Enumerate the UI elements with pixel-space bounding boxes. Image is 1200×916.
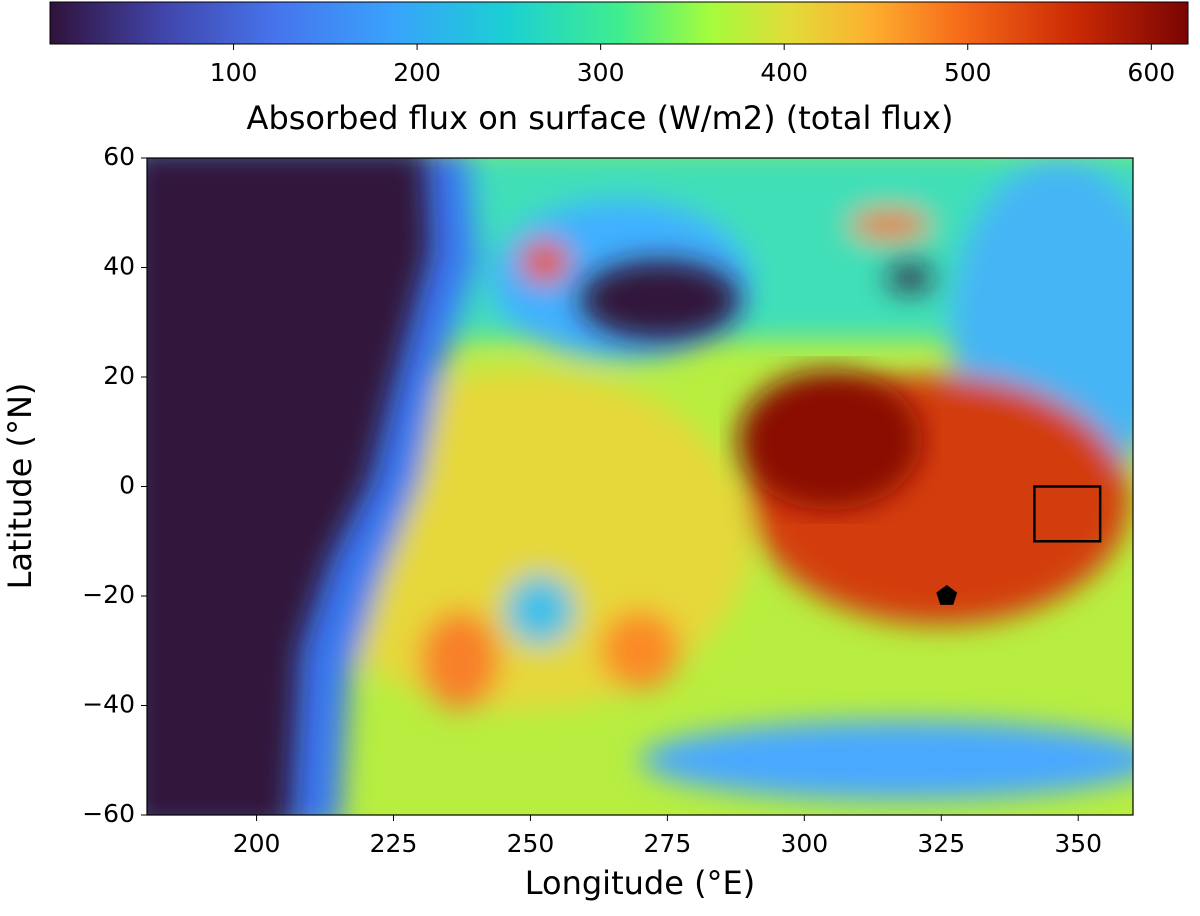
colorbar-tick-label: 200 <box>393 58 441 87</box>
x-tick-label: 275 <box>644 829 692 858</box>
colorbar-label: Absorbed flux on surface (W/m2) (total f… <box>247 99 954 137</box>
heatmap-field <box>147 158 1133 815</box>
y-axis-label: Latitude (°N) <box>1 383 39 590</box>
y-tick-label: −60 <box>82 799 135 828</box>
colorbar <box>49 1 1189 45</box>
x-tick-label: 325 <box>917 829 965 858</box>
colorbar-tick-label: 100 <box>210 58 258 87</box>
y-tick-label: 40 <box>103 252 135 281</box>
colorbar-tick-label: 400 <box>760 58 808 87</box>
x-tick-label: 350 <box>1054 829 1102 858</box>
site-marker <box>936 585 958 605</box>
colorbar-tick-label: 600 <box>1127 58 1175 87</box>
x-tick-label: 250 <box>507 829 555 858</box>
x-tick-label: 200 <box>233 829 281 858</box>
colorbar-tick-label: 500 <box>944 58 992 87</box>
y-tick-label: −20 <box>82 580 135 609</box>
x-tick-label: 225 <box>370 829 418 858</box>
x-tick-label: 300 <box>780 829 828 858</box>
y-tick-label: 60 <box>103 142 135 171</box>
y-tick-label: −40 <box>82 690 135 719</box>
x-axis-label: Longitude (°E) <box>525 864 756 902</box>
colorbar-tick-label: 300 <box>577 58 625 87</box>
y-tick-label: 0 <box>119 471 135 500</box>
region-box <box>1033 485 1102 543</box>
y-tick-label: 20 <box>103 361 135 390</box>
